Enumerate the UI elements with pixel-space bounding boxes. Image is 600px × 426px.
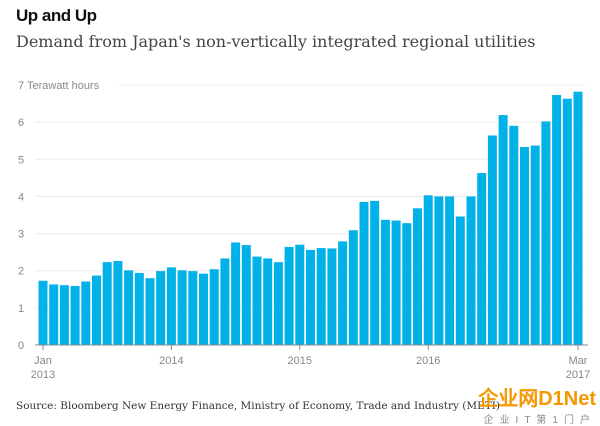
bar [177,270,187,345]
bar [359,202,369,345]
bar [102,262,112,345]
watermark-main: 企业网D1Net [478,388,596,410]
y-tick-label: 4 [18,191,24,203]
bar [38,280,48,345]
bar [92,275,101,345]
x-tick-label: 2014 [159,355,183,367]
chart-subtitle: Demand from Japan's non-vertically integ… [16,32,536,51]
bar [573,91,583,345]
bar [338,241,348,345]
bar [156,271,166,345]
y-tick-label: 0 [18,340,24,352]
bar [552,95,562,346]
bar [145,278,155,345]
bar [134,272,144,345]
bar [466,196,476,345]
bar [166,267,176,345]
bar [477,173,487,345]
bar [498,115,508,345]
x-tick-label-year: 2013 [31,369,55,381]
source-note: Source: Bloomberg New Energy Finance, Mi… [16,400,501,412]
bar [562,98,572,345]
bar [509,125,519,345]
bar [220,258,230,345]
bar [413,208,422,345]
bar [541,121,551,346]
bar [252,256,262,345]
bar [487,135,497,345]
bar [530,145,540,345]
bar [306,249,315,345]
bar [520,147,529,345]
bar [113,261,123,345]
bar [423,195,433,345]
bar [391,220,401,345]
bar [273,262,283,345]
y-tick-label: 6 [18,117,24,129]
y-tick-label: 5 [18,154,24,166]
x-tick-label-year: 2017 [566,369,590,381]
y-tick-label: 1 [18,303,24,315]
y-tick-label: 3 [18,229,24,241]
bar [380,219,390,345]
bar [316,248,326,345]
bar [199,273,208,345]
bar [295,244,305,345]
x-tick-label: Mar [569,355,588,367]
y-tick-label: 2 [18,266,24,278]
chart-title: Up and Up [16,6,97,25]
bar [124,270,134,345]
bar [263,258,273,345]
y-tick-label: 7 Terawatt hours [18,80,100,92]
bar [284,246,294,345]
bar [209,269,219,345]
bar [70,285,80,345]
bar [49,284,59,345]
watermark-logo: 企业网D1Net 企业IT第1门户 [478,382,596,426]
bar [81,281,91,345]
bar [59,285,69,345]
x-tick-label: 2015 [288,355,312,367]
bar [445,196,455,345]
watermark-sub: 企业IT第1门户 [483,415,596,426]
x-tick-label: Jan [34,355,52,367]
bar [231,242,241,345]
x-tick-label: 2016 [416,355,440,367]
bar [455,216,465,345]
bar [370,200,380,345]
bar [241,245,251,345]
bar [188,271,198,345]
bar [402,223,412,345]
bar [327,248,337,345]
bar [434,196,444,345]
bar [348,230,358,345]
